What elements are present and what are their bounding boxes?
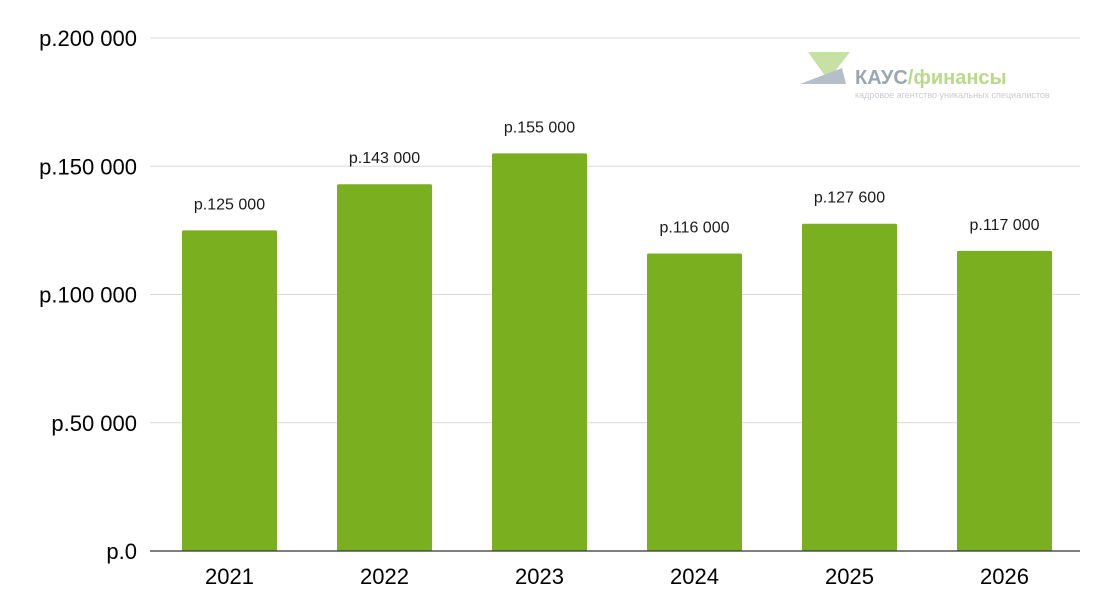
y-tick-label: р.0 [106, 539, 137, 564]
bar-2023 [492, 153, 587, 552]
watermark-tagline: кадровое агентство уникальных специалист… [855, 90, 1050, 100]
bar-2026 [957, 250, 1052, 551]
bars [182, 153, 1052, 552]
watermark-logo-icon [800, 52, 850, 84]
watermark: КАУС/финансы кадровое агентство уникальн… [800, 52, 1050, 100]
data-label-2026: р.117 000 [970, 217, 1040, 234]
data-label-2025: р.127 600 [814, 190, 885, 207]
y-axis-ticks: р.0 р.50 000 р.100 000 р.150 000 р.200 000 [39, 26, 137, 564]
x-axis-ticks: 2021 2022 2023 2024 2025 2026 [205, 564, 1029, 589]
y-tick-label: р.100 000 [39, 283, 137, 308]
x-tick-label-2022: 2022 [360, 564, 409, 589]
x-tick-label-2023: 2023 [515, 564, 564, 589]
y-tick-label: р.150 000 [39, 154, 137, 179]
bar-2025 [802, 223, 897, 551]
y-tick-label: р.50 000 [51, 411, 137, 436]
y-tick-label: р.200 000 [39, 26, 137, 51]
data-label-2022: р.143 000 [349, 150, 420, 167]
bar-2024 [647, 253, 742, 551]
data-label-2024: р.116 000 [660, 219, 730, 236]
x-tick-label-2021: 2021 [205, 564, 254, 589]
data-label-2021: р.125 000 [194, 196, 265, 213]
bar-2021 [182, 230, 277, 551]
x-tick-label-2024: 2024 [670, 564, 719, 589]
x-tick-label-2025: 2025 [825, 564, 874, 589]
bar-2022 [337, 184, 432, 551]
watermark-brand: КАУС/финансы [855, 67, 1007, 89]
x-tick-label-2026: 2026 [980, 564, 1029, 589]
data-label-2023: р.155 000 [504, 119, 575, 136]
grid-lines [150, 37, 1080, 424]
data-labels: р.125 000 р.143 000 р.155 000 р.116 000 р.12… [194, 119, 1040, 236]
